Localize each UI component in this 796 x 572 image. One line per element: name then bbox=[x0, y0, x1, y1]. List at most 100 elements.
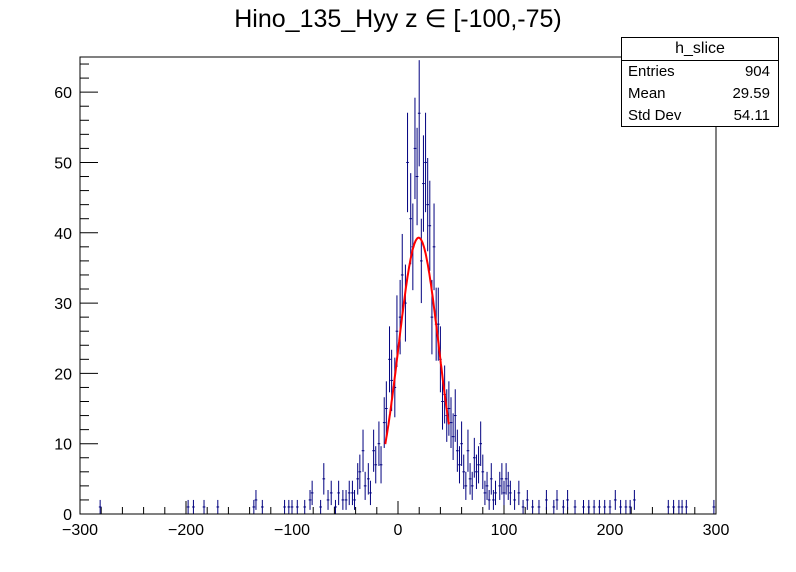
x-tick-label: 100 bbox=[491, 522, 518, 539]
histogram-bin bbox=[326, 489, 330, 510]
x-tick-label: 200 bbox=[597, 522, 624, 539]
stats-row-mean: Mean 29.59 bbox=[622, 83, 778, 105]
histogram-bin bbox=[517, 480, 521, 506]
histogram-bin bbox=[582, 499, 585, 514]
histogram-bin bbox=[377, 421, 381, 466]
y-tick-label: 30 bbox=[54, 296, 72, 313]
histogram-bin bbox=[462, 454, 466, 490]
histogram-bin bbox=[388, 326, 391, 393]
histogram-bin bbox=[424, 112, 427, 213]
histogram-bin bbox=[555, 489, 559, 510]
histogram-bin bbox=[531, 499, 534, 514]
histogram-bin bbox=[468, 463, 472, 495]
stats-value: 904 bbox=[744, 63, 770, 80]
histogram-bin bbox=[498, 471, 502, 500]
histogram-bin bbox=[369, 480, 372, 506]
stats-label: Std Dev bbox=[628, 107, 682, 124]
y-tick-label: 50 bbox=[54, 155, 72, 172]
histogram-bin bbox=[466, 429, 470, 472]
histogram-bin bbox=[400, 233, 404, 316]
histogram-bin bbox=[290, 499, 294, 514]
histogram-bin bbox=[334, 499, 337, 514]
histogram-bin bbox=[382, 397, 386, 448]
histogram-bin bbox=[419, 218, 423, 304]
histogram-bin bbox=[202, 499, 206, 514]
chart-title: Hino_135_Hyy z ∈ [-100,-75) bbox=[234, 5, 562, 33]
histogram-bin bbox=[192, 499, 195, 514]
histogram-bin bbox=[287, 499, 291, 514]
histogram-bin bbox=[672, 499, 675, 514]
histogram-bin bbox=[310, 480, 314, 506]
histogram-bin bbox=[337, 480, 340, 506]
histogram-bin bbox=[413, 97, 417, 200]
y-tick-label: 20 bbox=[54, 366, 72, 383]
histogram-bin bbox=[344, 489, 348, 510]
histogram-bin bbox=[428, 180, 432, 271]
histogram-bin bbox=[552, 499, 556, 514]
histogram-bin bbox=[492, 489, 495, 510]
histogram-bin bbox=[319, 499, 322, 514]
histogram-bin bbox=[481, 454, 485, 490]
histogram-bin bbox=[628, 499, 632, 514]
histogram-bin bbox=[409, 173, 413, 265]
histogram-bars bbox=[80, 60, 716, 515]
histogram-bin bbox=[472, 437, 476, 478]
x-tick-label: 300 bbox=[703, 522, 730, 539]
histogram-bin bbox=[322, 463, 326, 495]
stats-row-stddev: Std Dev 54.11 bbox=[622, 105, 778, 127]
histogram-bin bbox=[619, 499, 622, 514]
stats-value: 54.11 bbox=[733, 107, 770, 124]
histogram-bin bbox=[592, 499, 596, 514]
histogram-bin bbox=[562, 499, 565, 514]
histogram-bin bbox=[504, 463, 508, 495]
histogram-bin bbox=[341, 489, 345, 510]
histogram-bin bbox=[684, 499, 688, 514]
histogram-bin bbox=[509, 480, 512, 506]
axis-ticks bbox=[79, 63, 717, 515]
y-tick-label: 60 bbox=[54, 85, 72, 102]
histogram-bin bbox=[513, 489, 516, 510]
histogram-bin bbox=[666, 499, 670, 514]
histogram-bin bbox=[422, 135, 425, 232]
histogram-bin bbox=[483, 480, 487, 506]
histogram-bin bbox=[358, 454, 362, 490]
histogram-bin bbox=[613, 489, 617, 510]
histogram-bin bbox=[398, 279, 402, 355]
histogram-bin bbox=[566, 489, 569, 510]
histogram-bin bbox=[372, 429, 375, 472]
fit-curve bbox=[384, 236, 450, 445]
histogram-bin bbox=[449, 397, 453, 448]
x-tick-label: −300 bbox=[62, 522, 98, 539]
histogram-bin bbox=[494, 480, 497, 506]
stats-value: 29.59 bbox=[732, 85, 770, 102]
histogram-bin bbox=[633, 489, 636, 510]
histogram-bin bbox=[477, 446, 480, 484]
histogram-bin bbox=[303, 499, 307, 514]
histogram-bin bbox=[295, 499, 299, 514]
histogram-bin bbox=[353, 489, 356, 510]
histogram-bin bbox=[385, 381, 388, 436]
histogram-bin bbox=[374, 446, 378, 484]
histogram-bin bbox=[680, 499, 684, 514]
stats-box: h_slice Entries 904 Mean 29.59 Std Dev 5… bbox=[621, 37, 779, 127]
histogram-bin bbox=[451, 413, 455, 460]
histogram-bin bbox=[475, 454, 478, 490]
histogram-bin bbox=[624, 499, 628, 514]
x-tick-label: −200 bbox=[168, 522, 204, 539]
gaussian-fit bbox=[384, 236, 450, 445]
histogram-bin bbox=[366, 463, 370, 495]
x-tick-label: −100 bbox=[274, 522, 310, 539]
histogram-bin bbox=[329, 480, 333, 506]
histogram-bin bbox=[216, 499, 220, 514]
histogram-bin bbox=[308, 489, 312, 510]
stats-label: Mean bbox=[628, 85, 666, 102]
histogram-bin bbox=[415, 127, 419, 226]
histogram-bin bbox=[506, 471, 510, 500]
histogram-bin bbox=[487, 489, 491, 510]
histogram-bin bbox=[252, 499, 256, 514]
x-tick-label: 0 bbox=[394, 522, 403, 539]
stats-label: Entries bbox=[628, 63, 675, 80]
histogram-bin bbox=[573, 499, 577, 514]
histogram-bin bbox=[432, 203, 436, 291]
histogram-bin bbox=[379, 446, 383, 484]
